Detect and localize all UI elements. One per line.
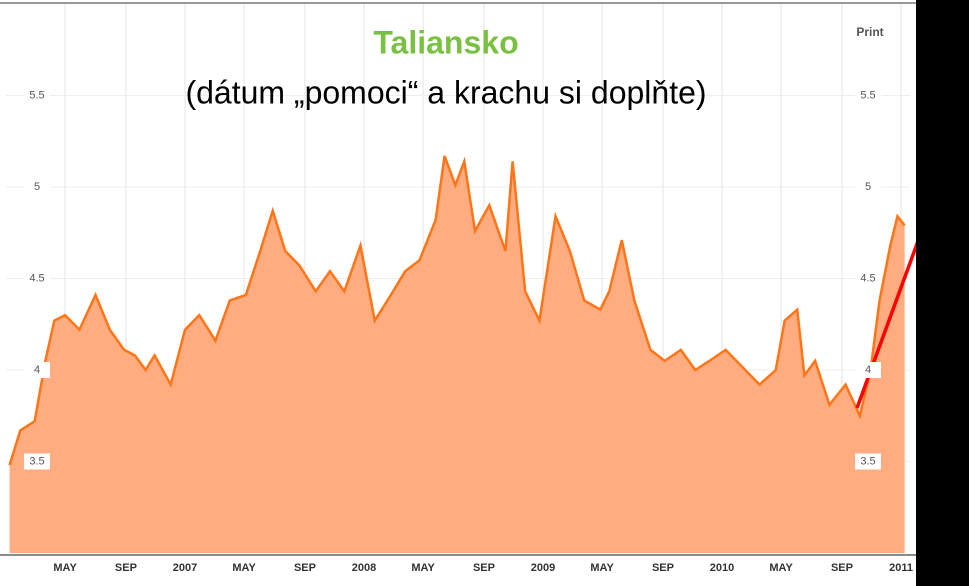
- chart-title: Taliansko: [373, 24, 518, 60]
- area: [9, 155, 905, 553]
- x-tick-label: SEP: [831, 562, 853, 574]
- tick-label-box: [855, 179, 881, 195]
- x-tick-label: SEP: [115, 562, 137, 574]
- print-link[interactable]: Print: [856, 25, 883, 39]
- x-tick-label: SEP: [294, 562, 316, 574]
- x-tick-label: MAY: [53, 562, 77, 574]
- black-bar: [916, 0, 969, 586]
- y-tick-label: 4.5: [29, 272, 44, 284]
- x-tick-label: MAY: [590, 562, 614, 574]
- tick-label-box: [24, 453, 50, 470]
- y-tick-label: 4.5: [860, 272, 875, 284]
- y-tick-label: 5: [34, 181, 40, 193]
- chart-subtitle: (dátum „pomoci“ a krachu si doplňte): [185, 74, 706, 110]
- tick-label-box: [24, 87, 50, 104]
- tick-label-box: [24, 270, 50, 287]
- y-tick-label: 5: [865, 181, 871, 193]
- y-tick-label: 4: [865, 364, 871, 376]
- tick-label-box: [855, 270, 881, 287]
- tick-label-box: [855, 362, 881, 378]
- x-tick-label: SEP: [652, 562, 674, 574]
- x-tick-label: 2008: [352, 562, 376, 574]
- y-tick-label: 3.5: [860, 455, 875, 467]
- x-tick-label: MAY: [232, 562, 256, 574]
- x-tick-label: 2011: [889, 562, 913, 574]
- x-tick-label: MAY: [411, 562, 435, 574]
- y-tick-label: 3.5: [29, 455, 44, 467]
- y-tick-label: 5.5: [29, 89, 44, 101]
- plot-area: [0, 4, 916, 556]
- x-tick-label: MAY: [769, 562, 793, 574]
- tick-label-box: [855, 87, 881, 104]
- x-tick-label: 2009: [531, 562, 555, 574]
- y-tick-label: 5.5: [860, 89, 875, 101]
- x-tick-label: 2010: [710, 562, 734, 574]
- tick-label-box: [855, 453, 881, 470]
- line: [8, 155, 906, 466]
- x-tick-label: 2007: [173, 562, 197, 574]
- tick-label-box: [24, 362, 50, 378]
- x-tick-label: SEP: [473, 562, 495, 574]
- tick-label-box: [24, 179, 50, 195]
- y-tick-label: 4: [34, 364, 40, 376]
